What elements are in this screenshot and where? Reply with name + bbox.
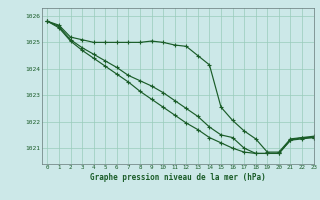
X-axis label: Graphe pression niveau de la mer (hPa): Graphe pression niveau de la mer (hPa) <box>90 173 266 182</box>
